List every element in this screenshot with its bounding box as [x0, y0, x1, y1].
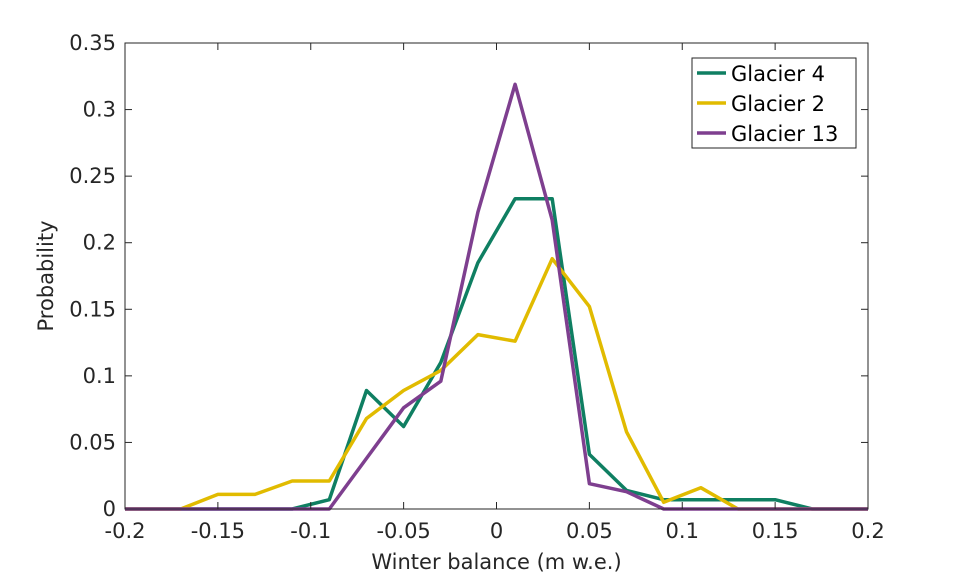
y-tick-label: 0.15 — [69, 297, 116, 321]
y-tick-label: 0.2 — [83, 231, 116, 255]
x-tick-label: 0 — [490, 519, 503, 543]
x-tick-label: 0.15 — [752, 519, 799, 543]
y-tick-label: 0.35 — [69, 31, 116, 55]
y-tick-label: 0.3 — [83, 98, 116, 122]
series-line-2 — [125, 256, 868, 511]
x-tick-label: -0.2 — [105, 519, 146, 543]
y-tick-label: 0.25 — [69, 164, 116, 188]
legend: Glacier 4 Glacier 2 Glacier 13 — [691, 57, 857, 149]
x-tick-label: -0.15 — [191, 519, 245, 543]
x-tick-label: 0.1 — [666, 519, 699, 543]
x-tick-label: 0.2 — [851, 519, 884, 543]
legend-label-3: Glacier 13 — [731, 122, 838, 146]
tick-layer: -0.2 -0.15 -0.1 -0.05 0 0.05 0.1 0.15 0.2 0 0.05 0.… — [69, 31, 884, 543]
x-tick-label: -0.05 — [376, 519, 430, 543]
legend-label-1: Glacier 4 — [731, 62, 825, 86]
y-tick-label: 0.1 — [83, 364, 116, 388]
x-tick-label: -0.1 — [290, 519, 331, 543]
x-tick-label: 0.05 — [566, 519, 613, 543]
x-axis-label: Winter balance (m w.e.) — [371, 550, 621, 574]
legend-label-2: Glacier 2 — [731, 92, 825, 116]
y-tick-label: 0.05 — [69, 430, 116, 454]
y-tick-label: 0 — [103, 497, 116, 521]
y-axis-label: Probability — [34, 220, 58, 331]
